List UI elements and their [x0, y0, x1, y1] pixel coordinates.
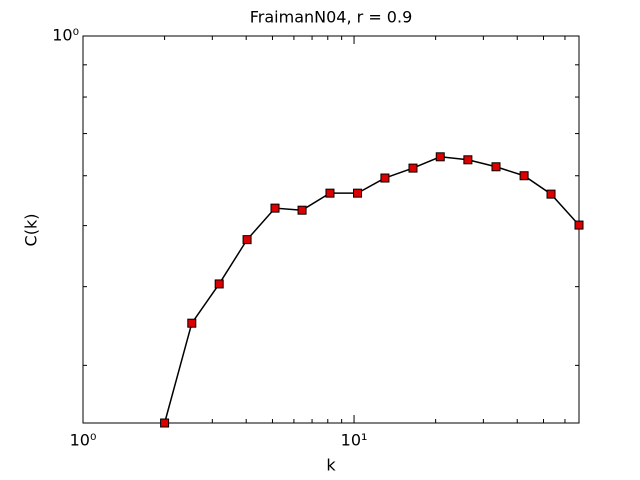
marker: [242, 235, 252, 245]
marker: [435, 152, 445, 162]
marker: [380, 173, 390, 183]
marker: [160, 418, 170, 428]
marker: [325, 188, 335, 198]
y-axis-label: C(k): [22, 214, 41, 247]
marker: [519, 171, 529, 181]
marker: [297, 205, 307, 215]
y-tick-label: 10⁰: [52, 26, 79, 45]
marker: [214, 279, 224, 289]
x-axis-label: k: [326, 456, 336, 475]
marker: [187, 318, 197, 328]
series-line: [163, 156, 580, 424]
marker: [463, 155, 473, 165]
x-tick-label: 10¹: [341, 431, 368, 450]
marker: [353, 188, 363, 198]
marker: [491, 162, 501, 172]
marker: [546, 189, 556, 199]
chart-title: FraimanN04, r = 0.9: [250, 8, 413, 27]
marker: [574, 220, 584, 230]
marker: [408, 163, 418, 173]
x-tick-label: 10⁰: [70, 431, 97, 450]
plot-frame: [82, 35, 580, 424]
marker: [270, 203, 280, 213]
